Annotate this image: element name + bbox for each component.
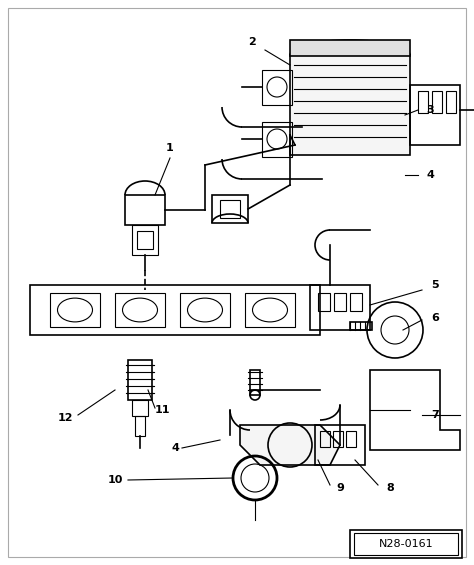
Text: 3: 3 xyxy=(426,105,434,115)
Bar xyxy=(30,285,320,335)
Text: 9: 9 xyxy=(336,483,344,493)
Text: 5: 5 xyxy=(431,280,439,290)
Bar xyxy=(320,431,330,447)
Bar xyxy=(310,285,370,330)
Bar xyxy=(350,322,372,330)
Bar xyxy=(346,431,356,447)
Bar xyxy=(137,231,153,249)
Text: 8: 8 xyxy=(386,483,394,493)
Bar xyxy=(115,293,165,327)
Bar xyxy=(250,370,260,395)
Text: 10: 10 xyxy=(107,475,123,485)
Bar xyxy=(318,293,330,311)
Bar xyxy=(180,293,230,327)
Bar xyxy=(290,55,410,155)
Text: 12: 12 xyxy=(57,413,73,423)
Text: 1: 1 xyxy=(166,143,174,153)
Bar xyxy=(418,91,428,113)
Bar xyxy=(50,293,100,327)
Bar xyxy=(245,293,295,327)
Text: 4: 4 xyxy=(426,170,434,180)
Bar xyxy=(132,225,158,255)
Text: N28-0161: N28-0161 xyxy=(379,539,433,549)
Bar xyxy=(262,122,292,157)
Bar xyxy=(350,530,462,558)
Bar xyxy=(432,91,442,113)
Text: 2: 2 xyxy=(248,37,256,47)
Bar xyxy=(125,195,165,225)
Bar xyxy=(315,425,365,465)
Text: 6: 6 xyxy=(431,313,439,323)
Bar xyxy=(354,533,458,555)
Bar xyxy=(135,416,145,436)
Bar xyxy=(446,91,456,113)
Bar xyxy=(334,293,346,311)
Polygon shape xyxy=(240,425,340,465)
Text: 4: 4 xyxy=(171,443,179,453)
Bar xyxy=(132,400,148,416)
Text: 11: 11 xyxy=(154,405,170,415)
Bar xyxy=(220,200,240,218)
Bar xyxy=(212,195,248,223)
Bar xyxy=(350,293,362,311)
Bar xyxy=(128,360,152,400)
Bar xyxy=(262,70,292,105)
Bar xyxy=(290,40,410,56)
Text: 7: 7 xyxy=(431,410,439,420)
Bar xyxy=(333,431,343,447)
Bar xyxy=(410,85,460,145)
